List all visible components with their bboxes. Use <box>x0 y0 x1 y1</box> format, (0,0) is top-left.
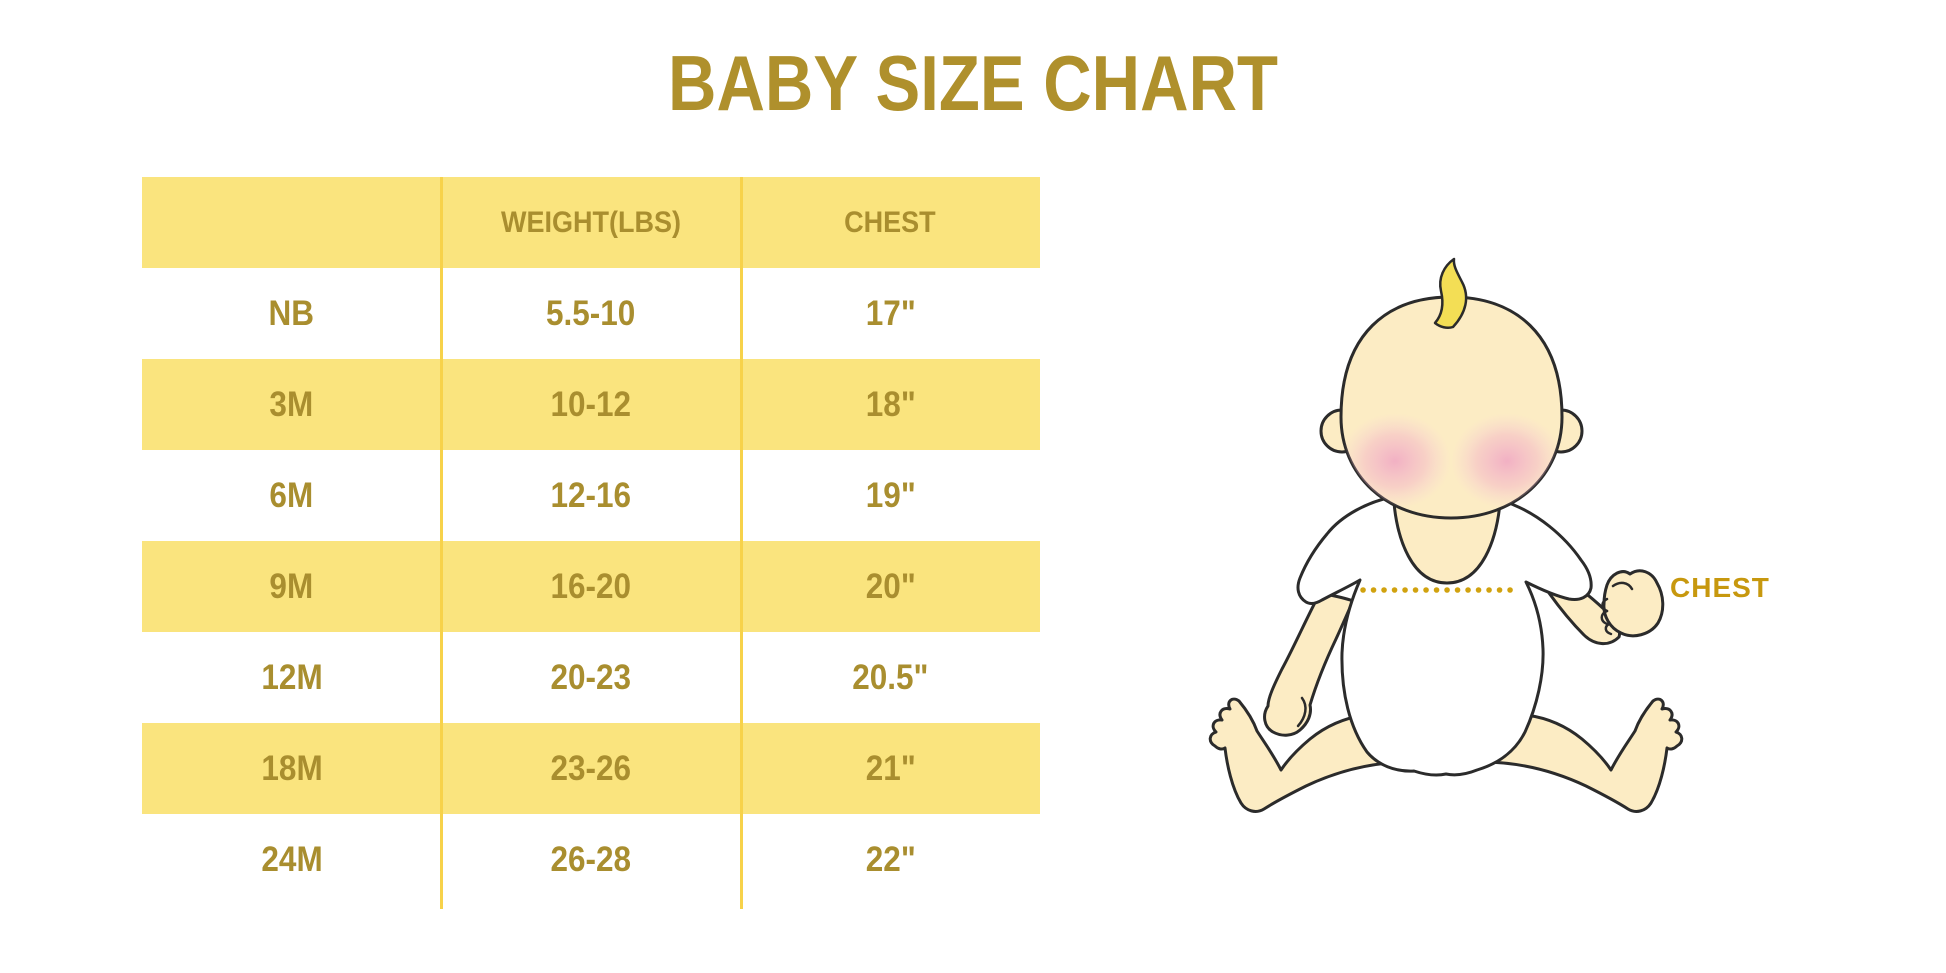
size-chart-table: WEIGHT(LBS) CHEST NB 5.5-10 17" 3M 10-12… <box>142 177 1040 909</box>
weight-cell: 16-20 <box>550 566 632 606</box>
baby-onesie <box>1296 492 1593 777</box>
chest-cell: 20.5" <box>852 657 929 697</box>
baby-left-blush <box>1341 413 1451 509</box>
column-header-size <box>142 177 441 268</box>
column-divider-2 <box>740 177 743 909</box>
weight-cell: 20-23 <box>550 657 632 697</box>
weight-cell: 5.5-10 <box>546 293 636 333</box>
weight-cell: 26-28 <box>550 839 632 879</box>
table-row: 18M 23-26 21" <box>142 723 1040 814</box>
size-cell: 24M <box>261 839 323 879</box>
table-row: 9M 16-20 20" <box>142 541 1040 632</box>
chest-cell: 22" <box>865 839 916 879</box>
table-row: 24M 26-28 22" <box>142 814 1040 905</box>
weight-cell: 10-12 <box>550 384 632 424</box>
baby-illustration <box>1170 255 1790 820</box>
column-header-weight: WEIGHT(LBS) <box>500 205 681 239</box>
baby-left-arm <box>1263 591 1355 737</box>
table-row: 12M 20-23 20.5" <box>142 632 1040 723</box>
chest-cell: 17" <box>865 293 916 333</box>
column-header-chest: CHEST <box>844 205 937 239</box>
table-row: 6M 12-16 19" <box>142 450 1040 541</box>
baby-hair-curl <box>1433 257 1468 330</box>
baby-hand-finger-line <box>1296 696 1307 728</box>
weight-cell: 23-26 <box>550 748 632 788</box>
table-header-row: WEIGHT(LBS) CHEST <box>142 177 1040 268</box>
chest-measurement-label: CHEST <box>1670 572 1770 603</box>
table-row: 3M 10-12 18" <box>142 359 1040 450</box>
baby-fist-knuckle-lines <box>1600 581 1634 636</box>
size-cell: NB <box>268 293 315 333</box>
size-cell: 9M <box>269 566 314 606</box>
table-row: NB 5.5-10 17" <box>142 268 1040 359</box>
baby-fist <box>1602 569 1665 638</box>
size-cell: 12M <box>261 657 323 697</box>
weight-cell: 12-16 <box>550 475 632 515</box>
chest-cell: 21" <box>865 748 916 788</box>
chest-cell: 20" <box>865 566 916 606</box>
size-cell: 6M <box>269 475 314 515</box>
size-cell: 18M <box>261 748 323 788</box>
chest-cell: 19" <box>865 475 916 515</box>
baby-right-blush <box>1451 413 1562 509</box>
size-cell: 3M <box>269 384 314 424</box>
chest-cell: 18" <box>865 384 916 424</box>
page-title: BABY SIZE CHART <box>668 39 1278 127</box>
baby-svg <box>1208 257 1684 813</box>
column-divider-1 <box>440 177 443 909</box>
